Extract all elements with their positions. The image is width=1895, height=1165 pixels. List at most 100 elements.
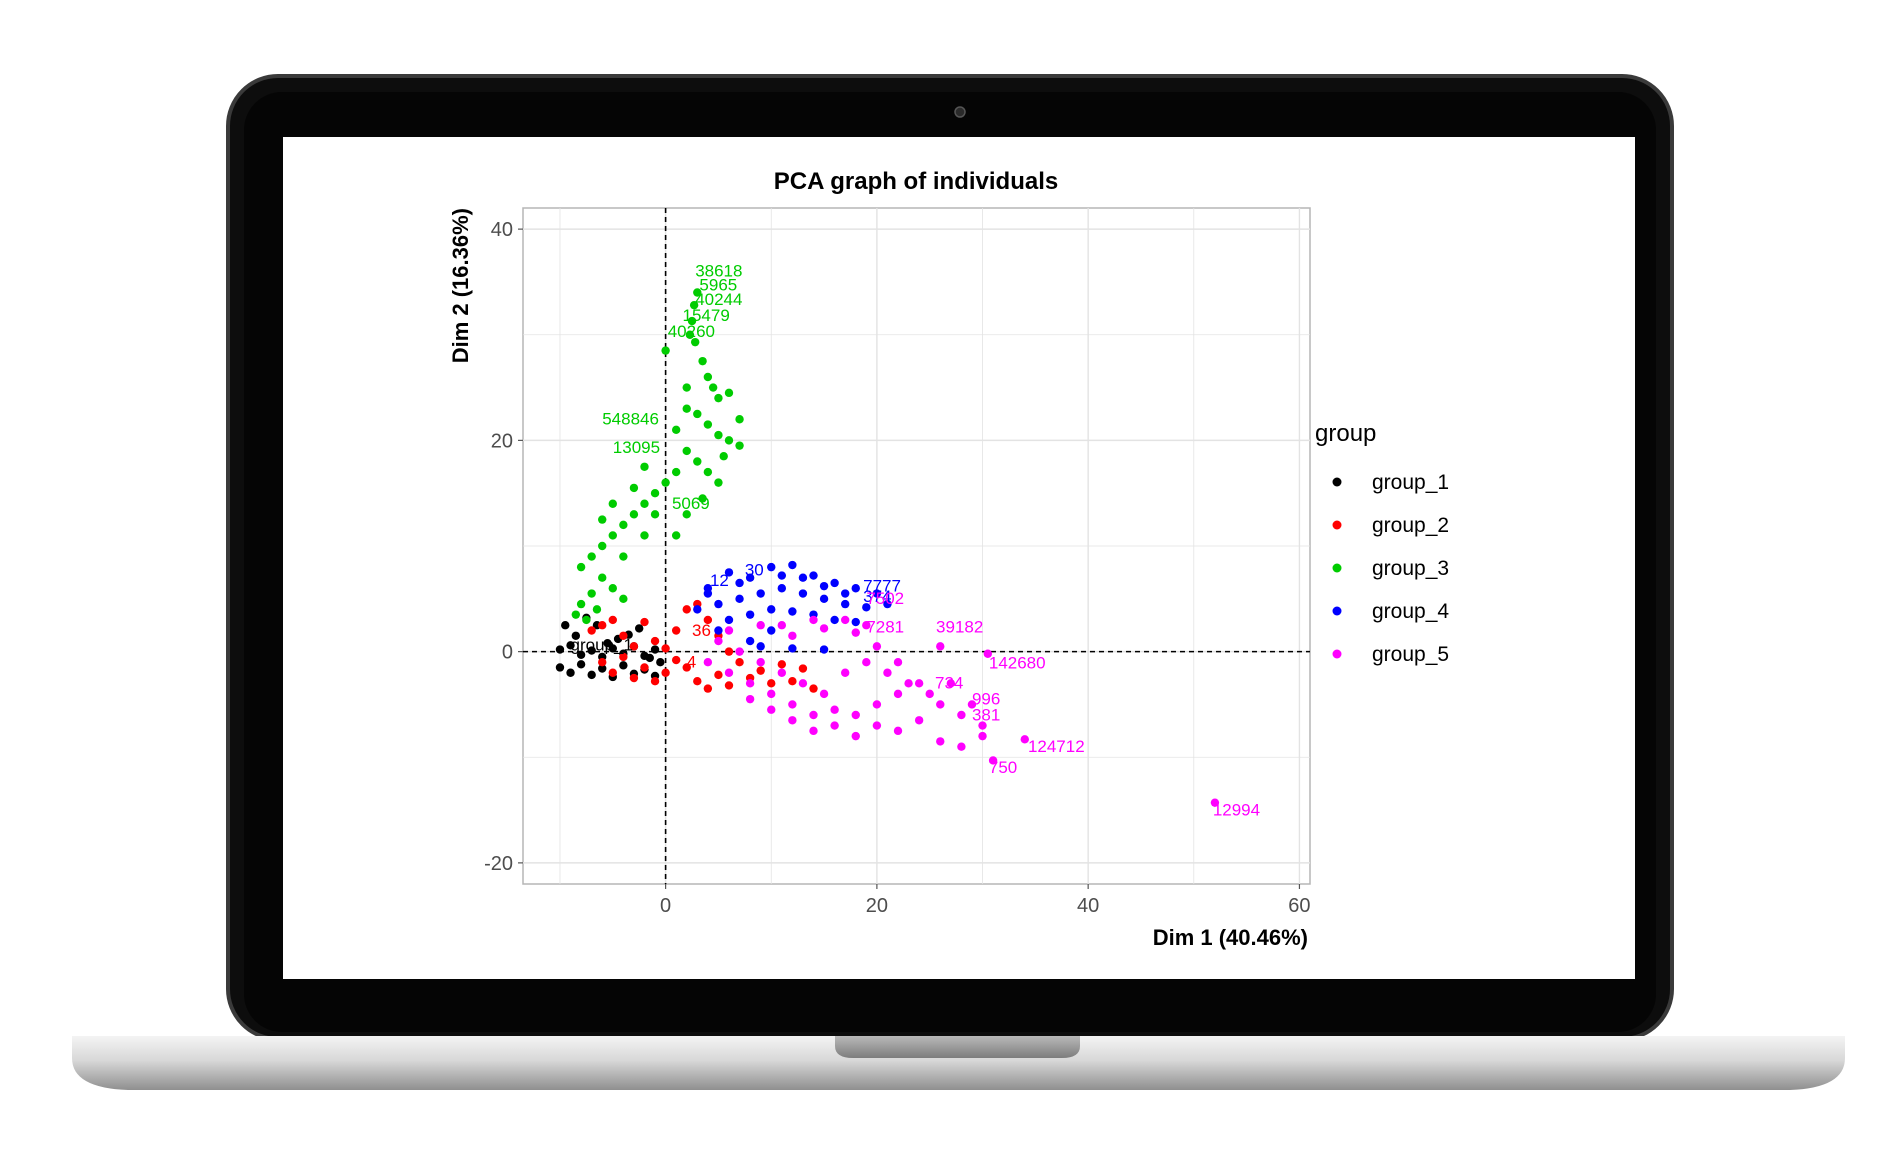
data-point-group_3 <box>671 467 681 477</box>
data-point-group_5 <box>830 705 839 714</box>
x-axis-label: Dim 1 (40.46%) <box>1153 925 1308 950</box>
data-point-group_5 <box>788 716 797 725</box>
data-point-group_3 <box>640 462 649 471</box>
point-label-group_4: 374 <box>863 587 891 606</box>
data-point-group_3 <box>698 494 707 503</box>
data-point-group_5 <box>809 726 818 736</box>
data-point-group_3 <box>592 605 602 614</box>
data-point-group_3 <box>714 478 723 487</box>
point-label-group_5: 124712 <box>1028 737 1085 756</box>
data-point-group_5 <box>946 679 956 688</box>
data-point-group_5 <box>756 657 765 667</box>
data-point-group_3 <box>703 372 713 382</box>
data-point-group_1 <box>608 644 617 653</box>
data-point-group_5 <box>1210 798 1220 807</box>
data-point-group_4 <box>767 605 776 614</box>
point-label-group_5: 996 <box>972 689 1000 708</box>
data-point-group_2 <box>724 681 734 690</box>
data-point-group_3 <box>619 594 628 604</box>
point-label-group_5: 381 <box>972 705 1000 724</box>
data-point-group_4 <box>745 636 755 646</box>
data-point-group_3 <box>619 520 628 530</box>
y-tick-label: 0 <box>502 642 513 664</box>
data-point-group_3 <box>608 531 617 540</box>
data-point-group_2 <box>703 615 713 625</box>
data-point-group_5 <box>988 756 998 765</box>
data-point-group_5 <box>872 642 882 651</box>
point-label-group_2: 36 <box>692 621 711 640</box>
data-point-group_3 <box>587 552 596 561</box>
data-point-group_1 <box>566 641 575 650</box>
data-point-group_2 <box>671 626 681 635</box>
data-point-group_2 <box>587 626 596 635</box>
data-point-group_5 <box>978 731 987 741</box>
data-point-group_2 <box>608 615 617 625</box>
laptop-notch <box>835 1036 1080 1058</box>
point-label-group_5: 7502 <box>866 589 904 608</box>
data-point-group_5 <box>777 668 787 677</box>
data-point-group_3 <box>735 415 744 424</box>
data-point-group_5 <box>745 679 755 688</box>
data-point-group_4 <box>767 626 776 635</box>
data-point-group_5 <box>798 679 808 688</box>
data-point-group_2 <box>777 660 787 669</box>
data-point-group_2 <box>682 605 691 614</box>
point-label-group_4: 30 <box>745 561 764 580</box>
data-point-group_1 <box>650 645 660 654</box>
data-point-group_5 <box>851 628 860 637</box>
reference-lines <box>523 208 1310 884</box>
data-point-group_3 <box>571 610 581 619</box>
y-tick-label: -20 <box>484 853 513 875</box>
data-point-group_3 <box>629 510 639 519</box>
point-label-group_2: 4 <box>687 652 696 671</box>
data-point-group_3 <box>698 356 707 366</box>
data-point-group_5 <box>983 649 993 658</box>
data-point-group_3 <box>708 383 718 392</box>
point-label-group_4: 12 <box>710 571 729 590</box>
pca-chart: PCA graph of individuals group_1 36 4 38618… <box>448 168 1449 950</box>
point-label-group_5: 750 <box>989 758 1017 777</box>
data-point-group_5 <box>714 636 723 646</box>
data-point-group_3 <box>661 346 670 355</box>
data-point-group_5 <box>724 626 734 635</box>
data-point-group_4 <box>819 581 829 591</box>
data-point-group_5 <box>957 710 966 720</box>
data-point-group_5 <box>724 668 734 677</box>
data-point-group_3 <box>619 552 628 561</box>
data-point-group_4 <box>724 568 734 577</box>
data-point-group_3 <box>735 441 744 450</box>
data-point-group_3 <box>671 531 681 540</box>
point-label-group_4: 7777 <box>863 576 901 595</box>
grid-lines <box>523 208 1310 884</box>
data-point-group_3 <box>714 430 723 440</box>
data-point-group_4 <box>735 578 744 588</box>
data-point-group_2 <box>767 679 776 688</box>
data-point-group_5 <box>809 710 818 720</box>
point-label-group_3: 38618 <box>695 262 742 281</box>
data-point-group_5 <box>893 657 903 667</box>
data-point-group_2 <box>671 655 681 665</box>
x-tick-label: 40 <box>1077 895 1099 917</box>
data-point-group_4 <box>788 644 797 653</box>
data-point-group_4 <box>851 584 860 593</box>
data-point-group_5 <box>819 624 829 633</box>
data-point-group_5 <box>914 716 924 725</box>
legend-marker-group_3 <box>1332 563 1342 573</box>
data-point-group_5 <box>788 631 797 640</box>
data-point-group_5 <box>936 642 945 651</box>
data-point-group_1 <box>587 646 596 655</box>
legend-marker-group_4 <box>1332 606 1342 616</box>
point-label-group_5: 734 <box>935 674 963 693</box>
data-point-group_5 <box>862 621 871 630</box>
data-point-group_3 <box>724 436 734 445</box>
data-point-group_2 <box>788 677 797 686</box>
data-point-group_5 <box>735 647 744 656</box>
point-label-group_3: 15479 <box>683 306 730 325</box>
x-tick-label: 20 <box>866 895 888 917</box>
x-axis-ticks: 0 20 40 60 <box>660 884 1311 917</box>
data-point-group_4 <box>756 589 765 598</box>
legend-marker-group_2 <box>1332 520 1342 530</box>
data-point-group_3 <box>650 510 660 519</box>
